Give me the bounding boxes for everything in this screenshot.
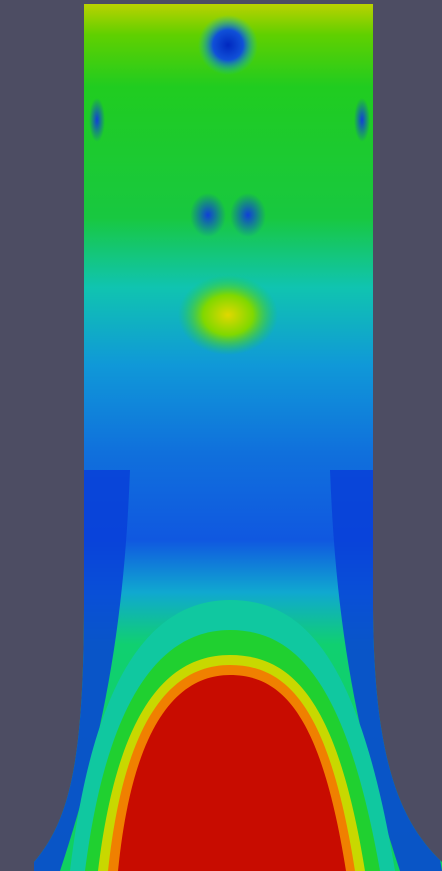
low-spot <box>230 193 266 237</box>
edge-spot <box>354 98 370 142</box>
low-spot <box>190 193 226 237</box>
body <box>0 0 442 871</box>
edge-spot <box>89 98 105 142</box>
top-low-region <box>198 15 258 75</box>
render-view <box>0 0 442 871</box>
page: {} html, body { margin: 0; padding: 0; w… <box>0 0 442 871</box>
contour-body <box>30 0 442 871</box>
high-spot <box>178 275 278 355</box>
